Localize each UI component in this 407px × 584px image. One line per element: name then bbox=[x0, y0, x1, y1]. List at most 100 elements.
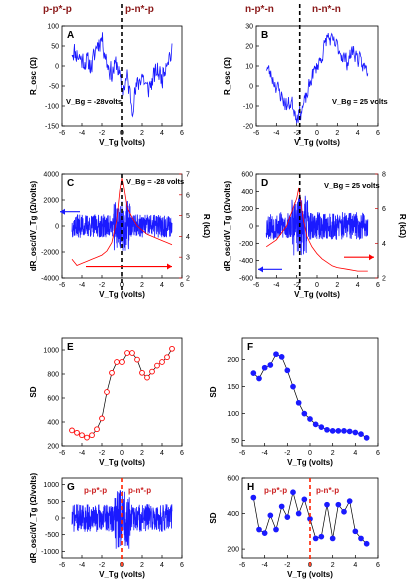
region-label-right: p-n*-p bbox=[128, 486, 151, 495]
x-tick-label: 6 bbox=[180, 450, 184, 457]
axes-frame bbox=[255, 25, 379, 127]
data-point bbox=[290, 383, 296, 390]
x-tick-label: -4 bbox=[79, 450, 85, 457]
y-tick-label: 0 bbox=[249, 224, 253, 231]
series-line bbox=[265, 187, 368, 272]
x-tick-label: -4 bbox=[273, 130, 279, 137]
data-point bbox=[301, 496, 308, 503]
data-point bbox=[346, 428, 353, 435]
x-tick-label: 0 bbox=[120, 450, 124, 457]
data-point bbox=[154, 362, 160, 369]
x-axis-label: V_Tg (volts) bbox=[99, 458, 145, 467]
y2-tick-label: 4 bbox=[186, 234, 190, 241]
panel-letter: C bbox=[67, 178, 74, 189]
panel-d: -6 -4 -2 0 2 4 6 -600 -400 -200 0 200 400 600 2 4 6 8 R (k… bbox=[223, 172, 407, 300]
data-point bbox=[144, 374, 150, 381]
x-tick-label: -6 bbox=[253, 130, 259, 137]
y2-tick-label: 8 bbox=[382, 172, 386, 179]
y-tick-label: 10 bbox=[245, 64, 253, 71]
x-tick-label: 0 bbox=[315, 282, 319, 289]
y-tick-label: 600 bbox=[241, 172, 253, 179]
x-tick-label: 6 bbox=[376, 282, 380, 289]
data-point bbox=[290, 489, 296, 496]
data-point bbox=[84, 434, 90, 441]
y-tick-label: 30 bbox=[245, 24, 253, 31]
data-point bbox=[267, 512, 274, 519]
y-tick-label: -100 bbox=[45, 104, 59, 111]
x-tick-label: -2 bbox=[99, 450, 105, 457]
gate-voltage-annotation: V_Bg = 25 volts bbox=[332, 97, 388, 106]
header-ppp: p-p*-p bbox=[43, 4, 72, 15]
data-point bbox=[346, 498, 353, 504]
y-tick-label: 0 bbox=[55, 64, 59, 71]
x-tick-label: 2 bbox=[140, 130, 144, 137]
x-tick-label: -4 bbox=[262, 450, 268, 457]
data-point bbox=[318, 533, 325, 540]
y-tick-label: 800 bbox=[47, 372, 59, 379]
panel-h: -6-4-20246200400600V_Tg (volts)SDHp-p*-p… bbox=[209, 476, 380, 580]
y-tick-label: -600 bbox=[239, 276, 253, 283]
region-label-left: p-p*-p bbox=[264, 486, 287, 495]
data-point bbox=[250, 370, 257, 376]
panel-c: -6 -4 -2 0 2 4 6 -4000 -2000 0 2000 4000 2 3 4 5 6 7 R (kΩ… bbox=[29, 172, 211, 300]
y-tick-label: 400 bbox=[227, 511, 239, 518]
x-tick-label: -2 bbox=[294, 130, 300, 137]
data-point bbox=[129, 350, 135, 356]
x-tick-label: 2 bbox=[331, 450, 335, 457]
series-line bbox=[265, 195, 369, 256]
data-point bbox=[159, 359, 165, 365]
x-tick-label: -2 bbox=[284, 562, 290, 569]
panel-letter: A bbox=[67, 30, 74, 41]
panel-f: -6 -4 -2 0 2 4 6 50 100 150 200 V_Tg (volts) SD F bbox=[209, 337, 380, 467]
x-axis-label: V_Tg (volts) bbox=[287, 458, 333, 467]
x-tick-label: 6 bbox=[376, 450, 380, 457]
data-point bbox=[74, 429, 80, 436]
x-tick-label: 2 bbox=[140, 450, 144, 457]
data-point bbox=[267, 362, 274, 368]
y-tick-label: 0 bbox=[55, 516, 59, 523]
series-line bbox=[71, 178, 173, 266]
y-tick-label: 400 bbox=[241, 189, 253, 196]
data-point bbox=[169, 345, 175, 352]
y-tick-label: 600 bbox=[47, 396, 59, 403]
data-point bbox=[256, 375, 262, 382]
y-axis-label: dR_osc/dV_Tg (Ω/volts) bbox=[223, 180, 232, 271]
data-point bbox=[301, 410, 308, 417]
data-point bbox=[114, 359, 120, 365]
left-axis-arrowhead bbox=[258, 266, 263, 273]
data-point bbox=[318, 424, 325, 430]
x-tick-label: 2 bbox=[335, 130, 339, 137]
region-label-left: p-p*-p bbox=[84, 486, 107, 495]
x-tick-label: 4 bbox=[160, 130, 164, 137]
data-point bbox=[363, 435, 370, 441]
data-point bbox=[124, 350, 130, 356]
y-tick-label: -20 bbox=[243, 124, 253, 131]
x-tick-label: -4 bbox=[262, 562, 268, 569]
x-tick-label: 4 bbox=[356, 130, 360, 137]
x-tick-label: -6 bbox=[239, 562, 245, 569]
data-point bbox=[329, 428, 336, 434]
data-point bbox=[99, 415, 105, 422]
region-label-right: p-n*-p bbox=[316, 486, 339, 495]
panel-letter: G bbox=[67, 482, 75, 493]
data-point bbox=[284, 367, 291, 374]
x-tick-label: -6 bbox=[253, 282, 259, 289]
y-tick-label: 400 bbox=[47, 420, 59, 427]
data-point bbox=[250, 494, 257, 501]
y2-tick-label: 6 bbox=[186, 192, 190, 199]
y-axis-label: SD bbox=[209, 386, 218, 397]
x-axis-label: V_Tg (volts) bbox=[99, 290, 145, 299]
data-point bbox=[341, 508, 347, 515]
panel-e: -6 -4 -2 0 2 4 6 200 400 600 800 1000 V_Tg (volts) SD… bbox=[29, 337, 184, 467]
x-axis-label: V_Tg (volts) bbox=[294, 290, 340, 299]
header-pnp: p-n*-p bbox=[125, 4, 154, 15]
y-axis-label: R_osc (Ω) bbox=[223, 57, 232, 95]
x-tick-label: -6 bbox=[59, 130, 65, 137]
x-tick-label: 6 bbox=[180, 562, 184, 569]
x-tick-label: 4 bbox=[353, 562, 357, 569]
x-tick-label: -2 bbox=[294, 282, 300, 289]
y-tick-label: 50 bbox=[231, 438, 239, 445]
y-tick-label: 4000 bbox=[43, 172, 59, 179]
